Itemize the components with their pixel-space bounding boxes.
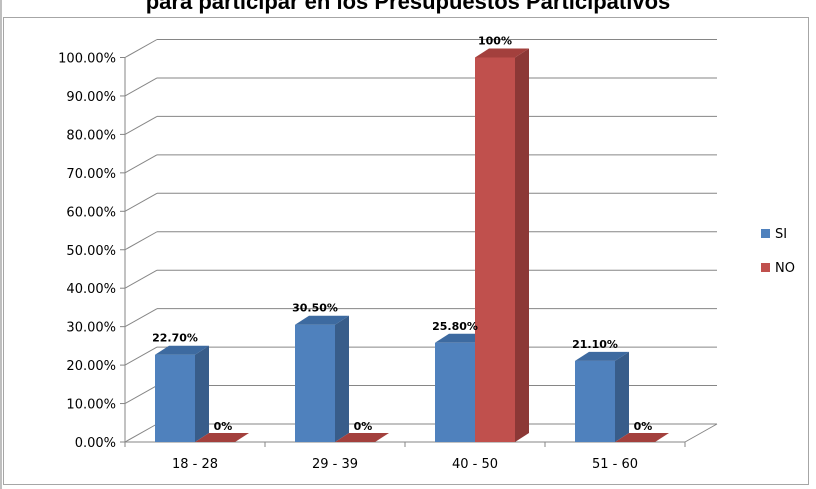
y-tick-label: 30.00% — [66, 321, 116, 336]
legend-label: SI — [775, 227, 787, 242]
gridline-diagonal — [124, 385, 158, 404]
bar-top — [155, 345, 209, 355]
y-tick-label: 40.00% — [66, 282, 116, 297]
data-label: 22.70% — [152, 332, 198, 345]
data-label: 0% — [214, 420, 233, 433]
y-tick-label: 80.00% — [66, 128, 116, 143]
gridline-diagonal — [124, 192, 158, 212]
data-labels: 22.70% 0% 30.50% 0% 25.80% 100% 21.10% 0% — [152, 35, 652, 434]
x-tick-label: 29 - 39 — [312, 457, 358, 472]
legend-label: NO — [775, 261, 795, 276]
data-label: 30.50% — [292, 302, 338, 315]
floor-right-edge — [684, 423, 718, 443]
y-tick-label: 20.00% — [66, 359, 116, 374]
y-tick-label: 0.00% — [75, 436, 116, 451]
legend: SI NO — [761, 227, 795, 276]
bar — [195, 433, 249, 442]
bar-front — [475, 57, 515, 442]
bars — [155, 48, 669, 442]
bar-front — [575, 360, 615, 442]
data-label: 21.10% — [572, 338, 618, 351]
y-tick-label: 60.00% — [66, 205, 116, 220]
bar-front — [155, 354, 195, 442]
y-tick-label: 70.00% — [66, 167, 116, 182]
data-label: 0% — [354, 420, 373, 433]
bar-top — [615, 433, 669, 442]
gridlines — [124, 39, 717, 443]
bar-side — [515, 48, 529, 442]
y-tick-label: 50.00% — [66, 244, 116, 259]
data-label: 100% — [478, 35, 512, 48]
x-tick-label: 51 - 60 — [592, 457, 638, 472]
bar-side — [335, 315, 349, 442]
bar-top — [575, 351, 629, 361]
y-tick-label: 10.00% — [66, 398, 116, 413]
gridline-diagonal — [124, 39, 158, 58]
bar-top — [475, 48, 529, 58]
chart-title: para participar en los Presupuestos Part… — [145, 0, 671, 14]
gridline-diagonal — [124, 269, 158, 289]
legend-swatch — [761, 229, 770, 238]
x-tick-labels: 18 - 28 29 - 39 40 - 50 51 - 60 — [172, 457, 638, 472]
x-tick-label: 18 - 28 — [172, 457, 218, 472]
bar-side — [615, 351, 629, 442]
gridline-diagonal — [124, 231, 158, 251]
gridline-diagonal — [124, 308, 158, 328]
bar — [295, 315, 349, 442]
x-tick-label: 40 - 50 — [452, 457, 498, 472]
gridline-diagonal — [124, 423, 158, 443]
bar-front — [435, 342, 475, 442]
legend-swatch — [761, 263, 770, 272]
gridline-diagonal — [124, 77, 158, 97]
bar — [575, 351, 629, 442]
bar-top — [295, 315, 349, 325]
bar-front — [295, 324, 335, 442]
bar — [155, 345, 209, 442]
y-tick-label: 100.00% — [58, 52, 116, 67]
bar — [615, 433, 669, 442]
gridline-diagonal — [124, 346, 158, 366]
data-label: 0% — [634, 420, 653, 433]
gridline-diagonal — [124, 115, 158, 135]
data-label: 25.80% — [432, 320, 478, 333]
bar-top — [335, 433, 389, 442]
y-tick-label: 90.00% — [66, 90, 116, 105]
bar-side — [195, 345, 209, 442]
y-tick-labels: 0.00% 10.00% 20.00% 30.00% 40.00% 50.00% 60.00… — [58, 52, 116, 452]
chart-frame — [3, 17, 809, 485]
bar — [335, 433, 389, 442]
bar — [475, 48, 529, 442]
gridline-diagonal — [124, 154, 158, 174]
bar-top — [195, 433, 249, 442]
page-edge — [0, 0, 2, 489]
